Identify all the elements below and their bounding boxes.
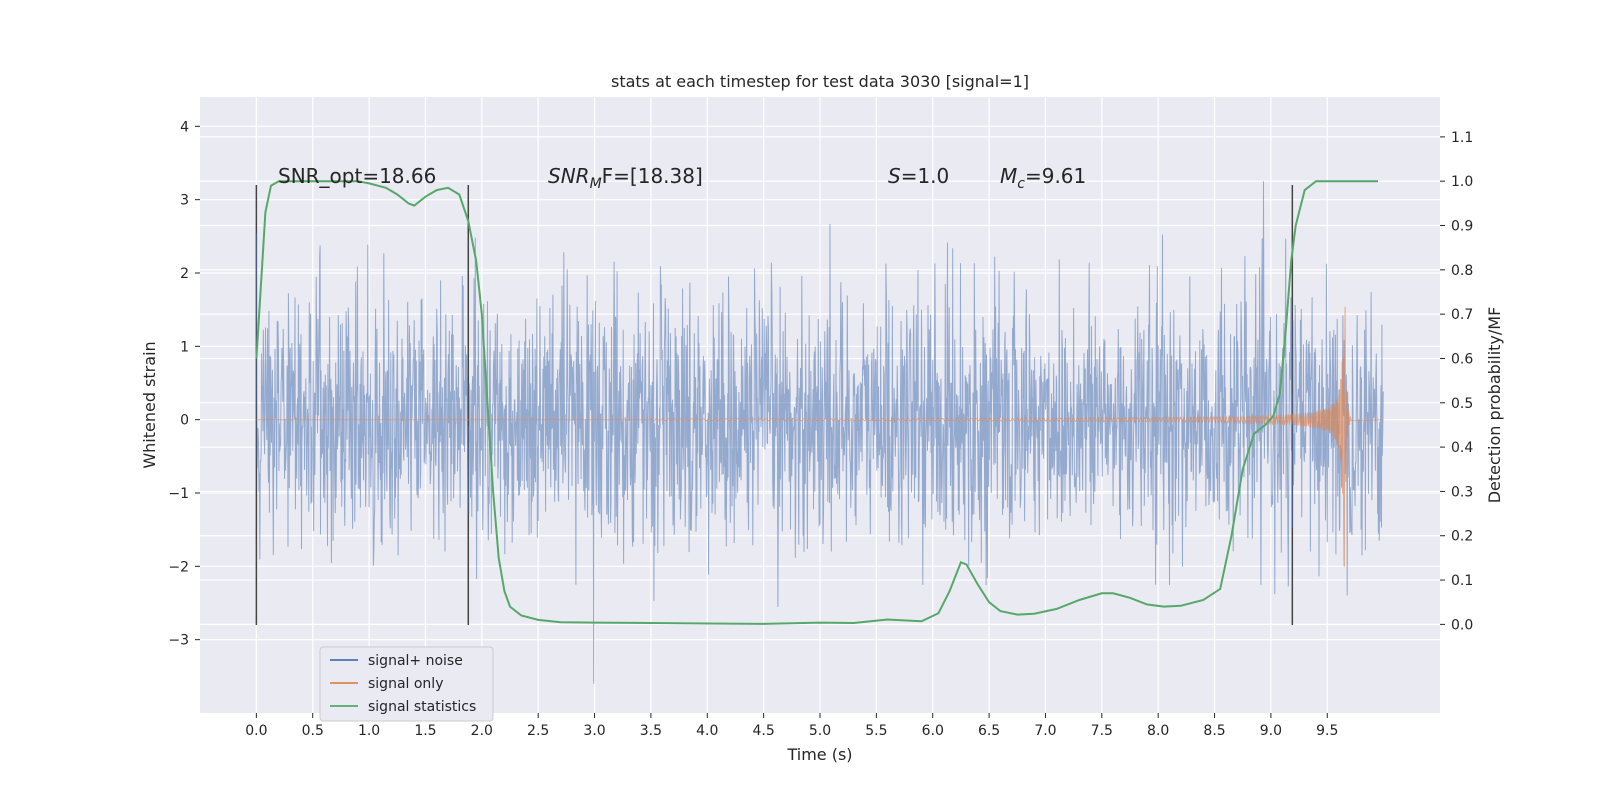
x-axis-label: Time (s): [786, 745, 852, 764]
x-tick-label: 8.0: [1147, 723, 1169, 739]
y-right-tick-label: 0.6: [1451, 351, 1473, 367]
y-right-axis-label: Detection probability/MF: [1485, 307, 1504, 504]
legend-label-signal-statistics: signal statistics: [368, 699, 476, 715]
series-line-signal-noise: [255, 181, 1385, 684]
x-tick-label: 7.0: [1034, 723, 1056, 739]
y-right-tick-label: 0.0: [1451, 617, 1473, 633]
y-right-tick-label: 0.9: [1451, 219, 1473, 235]
series-signal-only: [256, 306, 1384, 567]
x-tick-label: 8.5: [1203, 723, 1225, 739]
x-tick-label: 5.5: [865, 723, 887, 739]
y-right-tick-label: 1.0: [1451, 174, 1473, 190]
x-tick-label: 7.5: [1091, 723, 1113, 739]
annotation-snr-mf: SNRMF=[18.38]: [548, 164, 703, 192]
legend-box: [319, 646, 494, 722]
x-tick-label: 3.0: [583, 723, 605, 739]
y-right-tick-label: 0.7: [1451, 307, 1473, 323]
x-axis-ticks: 0.0 0.5 1.0 1.5 2.0 2.5 3.0 3.5 4.0 4.5 5.0 5.5 6.0 6…: [245, 713, 1338, 739]
y-axis-label: Whitened strain: [140, 341, 159, 468]
x-tick-label: 0.5: [302, 723, 324, 739]
y-tick-label: 3: [180, 193, 189, 209]
y-tick-label: 4: [180, 119, 189, 135]
y-tick-label: 2: [180, 266, 189, 282]
x-tick-label: 1.0: [358, 723, 380, 739]
x-tick-label: 9.5: [1316, 723, 1338, 739]
legend-label-signal-only: signal only: [368, 676, 443, 692]
x-tick-label: 0.0: [245, 723, 267, 739]
x-tick-label: 9.0: [1260, 723, 1282, 739]
x-tick-label: 4.0: [696, 723, 718, 739]
legend: signal+ noise signal only signal statist…: [319, 646, 494, 722]
x-tick-label: 6.0: [922, 723, 944, 739]
y-right-axis-ticks: 0.0 0.1 0.2 0.3 0.4 0.5 0.6 0.7 0.8 0.9 1.0 1.1: [1440, 130, 1473, 633]
annotation-s: S=1.0: [888, 164, 949, 188]
x-tick-label: 5.0: [809, 723, 831, 739]
y-tick-label: 1: [180, 339, 189, 355]
x-tick-label: 2.5: [527, 723, 549, 739]
series-signal-statistics: [255, 180, 1378, 625]
y-right-tick-label: 0.5: [1451, 396, 1473, 412]
y-tick-label: −2: [168, 559, 189, 575]
annotation-snr-opt: SNR_opt=18.66: [278, 164, 436, 188]
legend-label-signal-noise: signal+ noise: [368, 653, 463, 669]
x-tick-label: 6.5: [978, 723, 1000, 739]
chart-title: stats at each timestep for test data 303…: [611, 72, 1029, 91]
y-right-tick-label: 0.4: [1451, 440, 1473, 456]
y-axis-ticks: −3 −2 −1 0 1 2 3 4: [168, 119, 200, 649]
x-tick-label: 4.5: [753, 723, 775, 739]
x-tick-label: 3.5: [640, 723, 662, 739]
x-tick-label: 2.0: [471, 723, 493, 739]
y-right-tick-label: 0.1: [1451, 573, 1473, 589]
y-tick-label: −1: [168, 486, 189, 502]
series-line-signal-statistics: [255, 180, 1378, 625]
annotation-mc: Mc=9.61: [1000, 164, 1086, 192]
y-tick-label: −3: [168, 633, 189, 649]
y-right-tick-label: 1.1: [1451, 130, 1473, 146]
y-right-tick-label: 0.2: [1451, 529, 1473, 545]
y-right-tick-label: 0.3: [1451, 484, 1473, 500]
y-tick-label: 0: [180, 413, 189, 429]
x-tick-label: 1.5: [414, 723, 436, 739]
series-signal-noise: [255, 181, 1385, 684]
y-right-tick-label: 0.8: [1451, 263, 1473, 279]
series-line-signal-only: [256, 306, 1384, 567]
